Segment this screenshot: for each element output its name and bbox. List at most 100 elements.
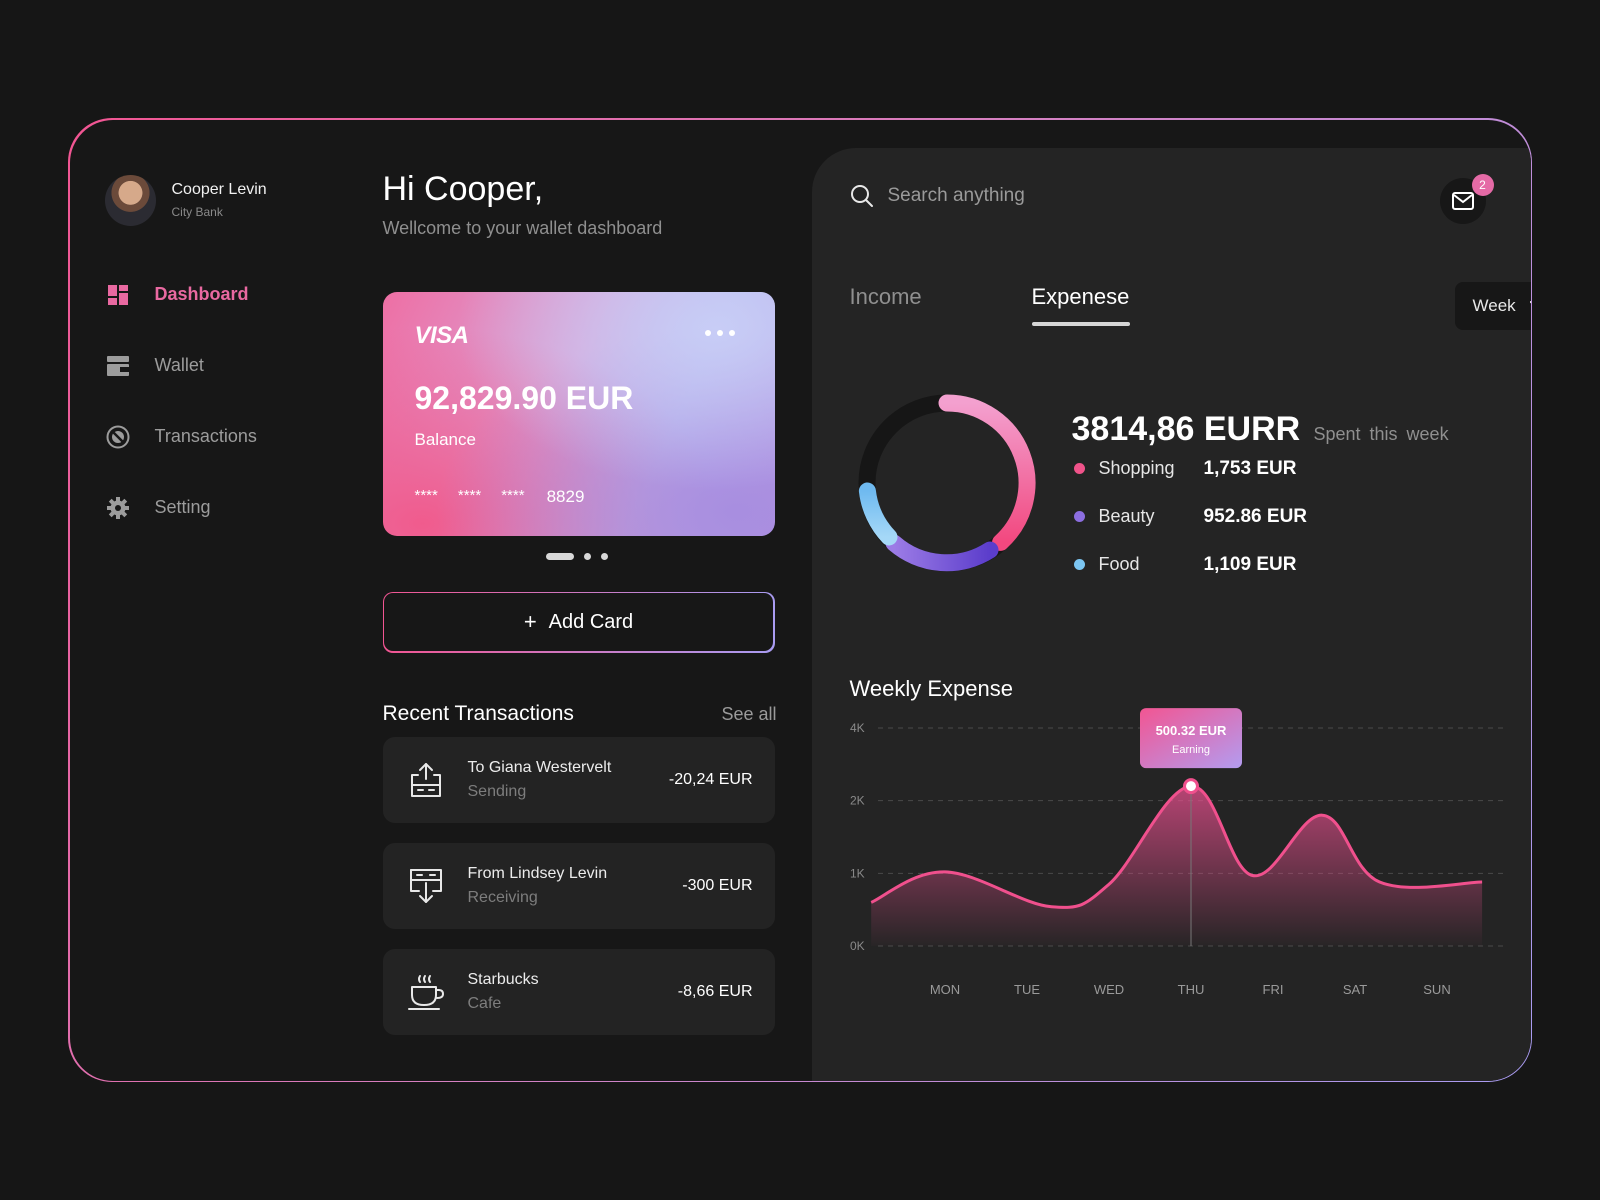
card-balance-label: Balance	[414, 429, 476, 449]
tab-expense[interactable]: Expenese	[1031, 283, 1130, 309]
card-number-masked: ****	[501, 486, 525, 504]
credit-card[interactable]: VISA 92,829.90 EUR Balance **** **** ***…	[382, 291, 775, 536]
card-number-masked: ****	[457, 486, 482, 504]
legend-dot	[1073, 559, 1085, 570]
x-tick-label: WED	[1093, 982, 1123, 997]
transaction-item[interactable]: From Lindsey Levin Receiving -300 EUR	[382, 842, 775, 929]
transaction-amount: -8,66 EUR	[677, 982, 753, 1000]
card-more-icon[interactable]	[704, 329, 735, 336]
search-icon	[850, 184, 873, 207]
sidebar-item-label: Setting	[154, 497, 211, 517]
legend-label: Shopping	[1098, 458, 1175, 478]
transaction-amount: -300 EUR	[682, 876, 753, 894]
y-tick-label: 1K	[850, 866, 865, 880]
search-input[interactable]: Search anything	[887, 184, 1025, 206]
sidebar-item-dashboard[interactable]: Dashboard	[106, 283, 257, 307]
download-icon	[409, 868, 442, 903]
transaction-type: Cafe	[467, 994, 502, 1012]
tab-income[interactable]: Income	[849, 283, 922, 309]
sidebar-item-setting[interactable]: Setting	[106, 496, 257, 520]
chart-tooltip-label: Earning	[1172, 744, 1210, 756]
pager-dot-active[interactable]	[545, 552, 574, 560]
y-tick-label: 0K	[850, 939, 865, 953]
sidebar-nav: Dashboard Wallet Transactions Setting	[106, 283, 257, 567]
upload-icon	[410, 762, 441, 797]
wallet-icon	[106, 354, 130, 378]
tab-active-indicator	[1031, 321, 1130, 326]
x-tick-label: TUE	[1014, 982, 1040, 997]
transaction-item[interactable]: Starbucks Cafe -8,66 EUR	[382, 948, 775, 1035]
x-tick-label: MON	[929, 982, 959, 997]
sidebar-item-transactions[interactable]: Transactions	[106, 425, 257, 449]
chart-tooltip-value: 500.32 EUR	[1155, 723, 1226, 738]
card-number-last4: 8829	[546, 486, 585, 506]
transaction-name: Starbucks	[467, 970, 539, 988]
period-select-value: Week	[1472, 295, 1516, 315]
user-name: Cooper Levin	[171, 181, 267, 198]
y-tick-label: 2K	[850, 793, 865, 807]
transaction-name: From Lindsey Levin	[467, 864, 608, 882]
card-number-masked: ****	[414, 486, 438, 504]
chart-tooltip	[1139, 707, 1242, 768]
donut-segment-shopping	[938, 394, 1036, 551]
plus-icon: +	[523, 609, 537, 634]
period-select[interactable]: Week	[1454, 281, 1531, 330]
greeting-title: Hi Cooper,	[382, 169, 544, 208]
sidebar-item-wallet[interactable]: Wallet	[106, 354, 257, 378]
card-pager	[545, 552, 608, 560]
legend-item-beauty: Beauty 952.86 EUR	[1073, 505, 1308, 528]
see-all-link[interactable]: See all	[721, 703, 777, 724]
donut-segment-food	[858, 482, 897, 545]
gear-icon	[106, 496, 130, 520]
mail-icon	[1451, 191, 1474, 210]
weekly-expense-title: Weekly Expense	[849, 675, 1013, 701]
user-bank: City Bank	[171, 205, 223, 219]
sidebar-item-label: Wallet	[154, 355, 204, 375]
recent-transactions-title: Recent Transactions	[382, 701, 574, 725]
legend-value: 952.86 EUR	[1203, 505, 1308, 527]
legend-label: Beauty	[1098, 506, 1155, 526]
weekly-expense-chart: 0K 1K 2K 4K MON TUE WED THU FRI SAT SUN 500.32 EUR…	[850, 707, 1506, 997]
search-bar[interactable]: Search anything	[850, 184, 1025, 208]
card-balance-amount: 92,829.90 EUR	[414, 379, 634, 416]
total-spent-label: Spent this week	[1313, 423, 1449, 444]
chart-highlight-point[interactable]	[1182, 777, 1199, 794]
analytics-panel: Search anything 2 Income Expenese Week	[811, 147, 1531, 1081]
legend-value: 1,109 EUR	[1203, 553, 1297, 575]
legend-item-food: Food 1,109 EUR	[1073, 553, 1297, 576]
x-tick-label: SAT	[1342, 982, 1366, 997]
pager-dot[interactable]	[600, 552, 608, 560]
transaction-type: Sending	[467, 782, 527, 800]
x-tick-label: THU	[1177, 982, 1204, 997]
total-spent-amount: 3814,86 EURR	[1071, 409, 1301, 448]
notification-badge: 2	[1471, 173, 1494, 196]
avatar	[104, 174, 156, 226]
chevron-down-icon	[1529, 301, 1531, 304]
transaction-amount: -20,24 EUR	[668, 770, 753, 788]
sidebar-item-label: Transactions	[154, 426, 257, 446]
greeting-subtitle: Wellcome to your wallet dashboard	[382, 217, 663, 238]
legend-value: 1,753 EUR	[1203, 457, 1297, 479]
chart-area-fill	[870, 785, 1482, 946]
transactions-icon	[106, 425, 130, 449]
user-profile[interactable]: Cooper Levin City Bank	[104, 174, 267, 226]
legend-dot	[1073, 463, 1085, 474]
pager-dot[interactable]	[583, 552, 591, 560]
x-tick-label: FRI	[1262, 982, 1283, 997]
donut-segment-beauty	[885, 534, 998, 571]
visa-logo: VISA	[414, 321, 470, 349]
legend-item-shopping: Shopping 1,753 EUR	[1073, 457, 1297, 480]
expense-donut-chart	[858, 394, 1036, 571]
transaction-item[interactable]: To Giana Westervelt Sending -20,24 EUR	[382, 736, 775, 823]
add-card-button[interactable]: + Add Card	[382, 591, 775, 653]
legend-dot	[1073, 511, 1085, 522]
app-frame: Cooper Levin City Bank Dashboard Wallet	[68, 118, 1532, 1082]
y-tick-label: 4K	[850, 721, 865, 735]
transaction-name: To Giana Westervelt	[467, 758, 612, 776]
legend-label: Food	[1098, 554, 1140, 574]
dashboard-icon	[106, 283, 130, 307]
coffee-icon	[407, 974, 444, 1010]
x-tick-label: SUN	[1423, 982, 1450, 997]
transaction-type: Receiving	[467, 888, 538, 906]
add-card-label: Add Card	[548, 610, 634, 633]
